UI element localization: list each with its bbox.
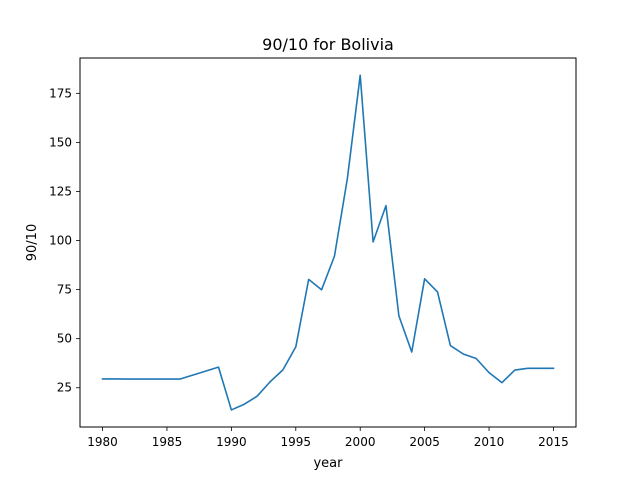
y-tick-label: 175 xyxy=(49,86,72,100)
x-tick-label: 1990 xyxy=(216,435,247,449)
series-line xyxy=(101,74,555,411)
x-tick-label: 2000 xyxy=(345,435,376,449)
x-tick-label: 2010 xyxy=(474,435,505,449)
y-tick-label: 125 xyxy=(49,184,72,198)
y-tick-label: 150 xyxy=(49,135,72,149)
y-axis-label: 90/10 xyxy=(25,224,40,261)
y-tick-label: 25 xyxy=(57,381,72,395)
y-tick-label: 75 xyxy=(57,283,72,297)
x-tick-label: 2015 xyxy=(538,435,569,449)
plot-frame xyxy=(79,57,577,428)
x-tick-label: 1995 xyxy=(281,435,312,449)
x-tick-label: 1980 xyxy=(87,435,118,449)
plot-area xyxy=(101,74,555,411)
x-axis-label: year xyxy=(313,456,343,471)
x-tick-label: 2005 xyxy=(409,435,440,449)
chart-title: 90/10 for Bolivia xyxy=(262,35,394,54)
x-tick-label: 1985 xyxy=(152,435,183,449)
y-tick-label: 50 xyxy=(57,332,72,346)
x-axis-ticks: 1980 1985 1990 1995 2000 2005 2010 2015 xyxy=(87,427,569,449)
y-tick-label: 100 xyxy=(49,234,72,248)
y-axis-ticks: 25 50 75 100 125 150 175 xyxy=(49,86,80,395)
